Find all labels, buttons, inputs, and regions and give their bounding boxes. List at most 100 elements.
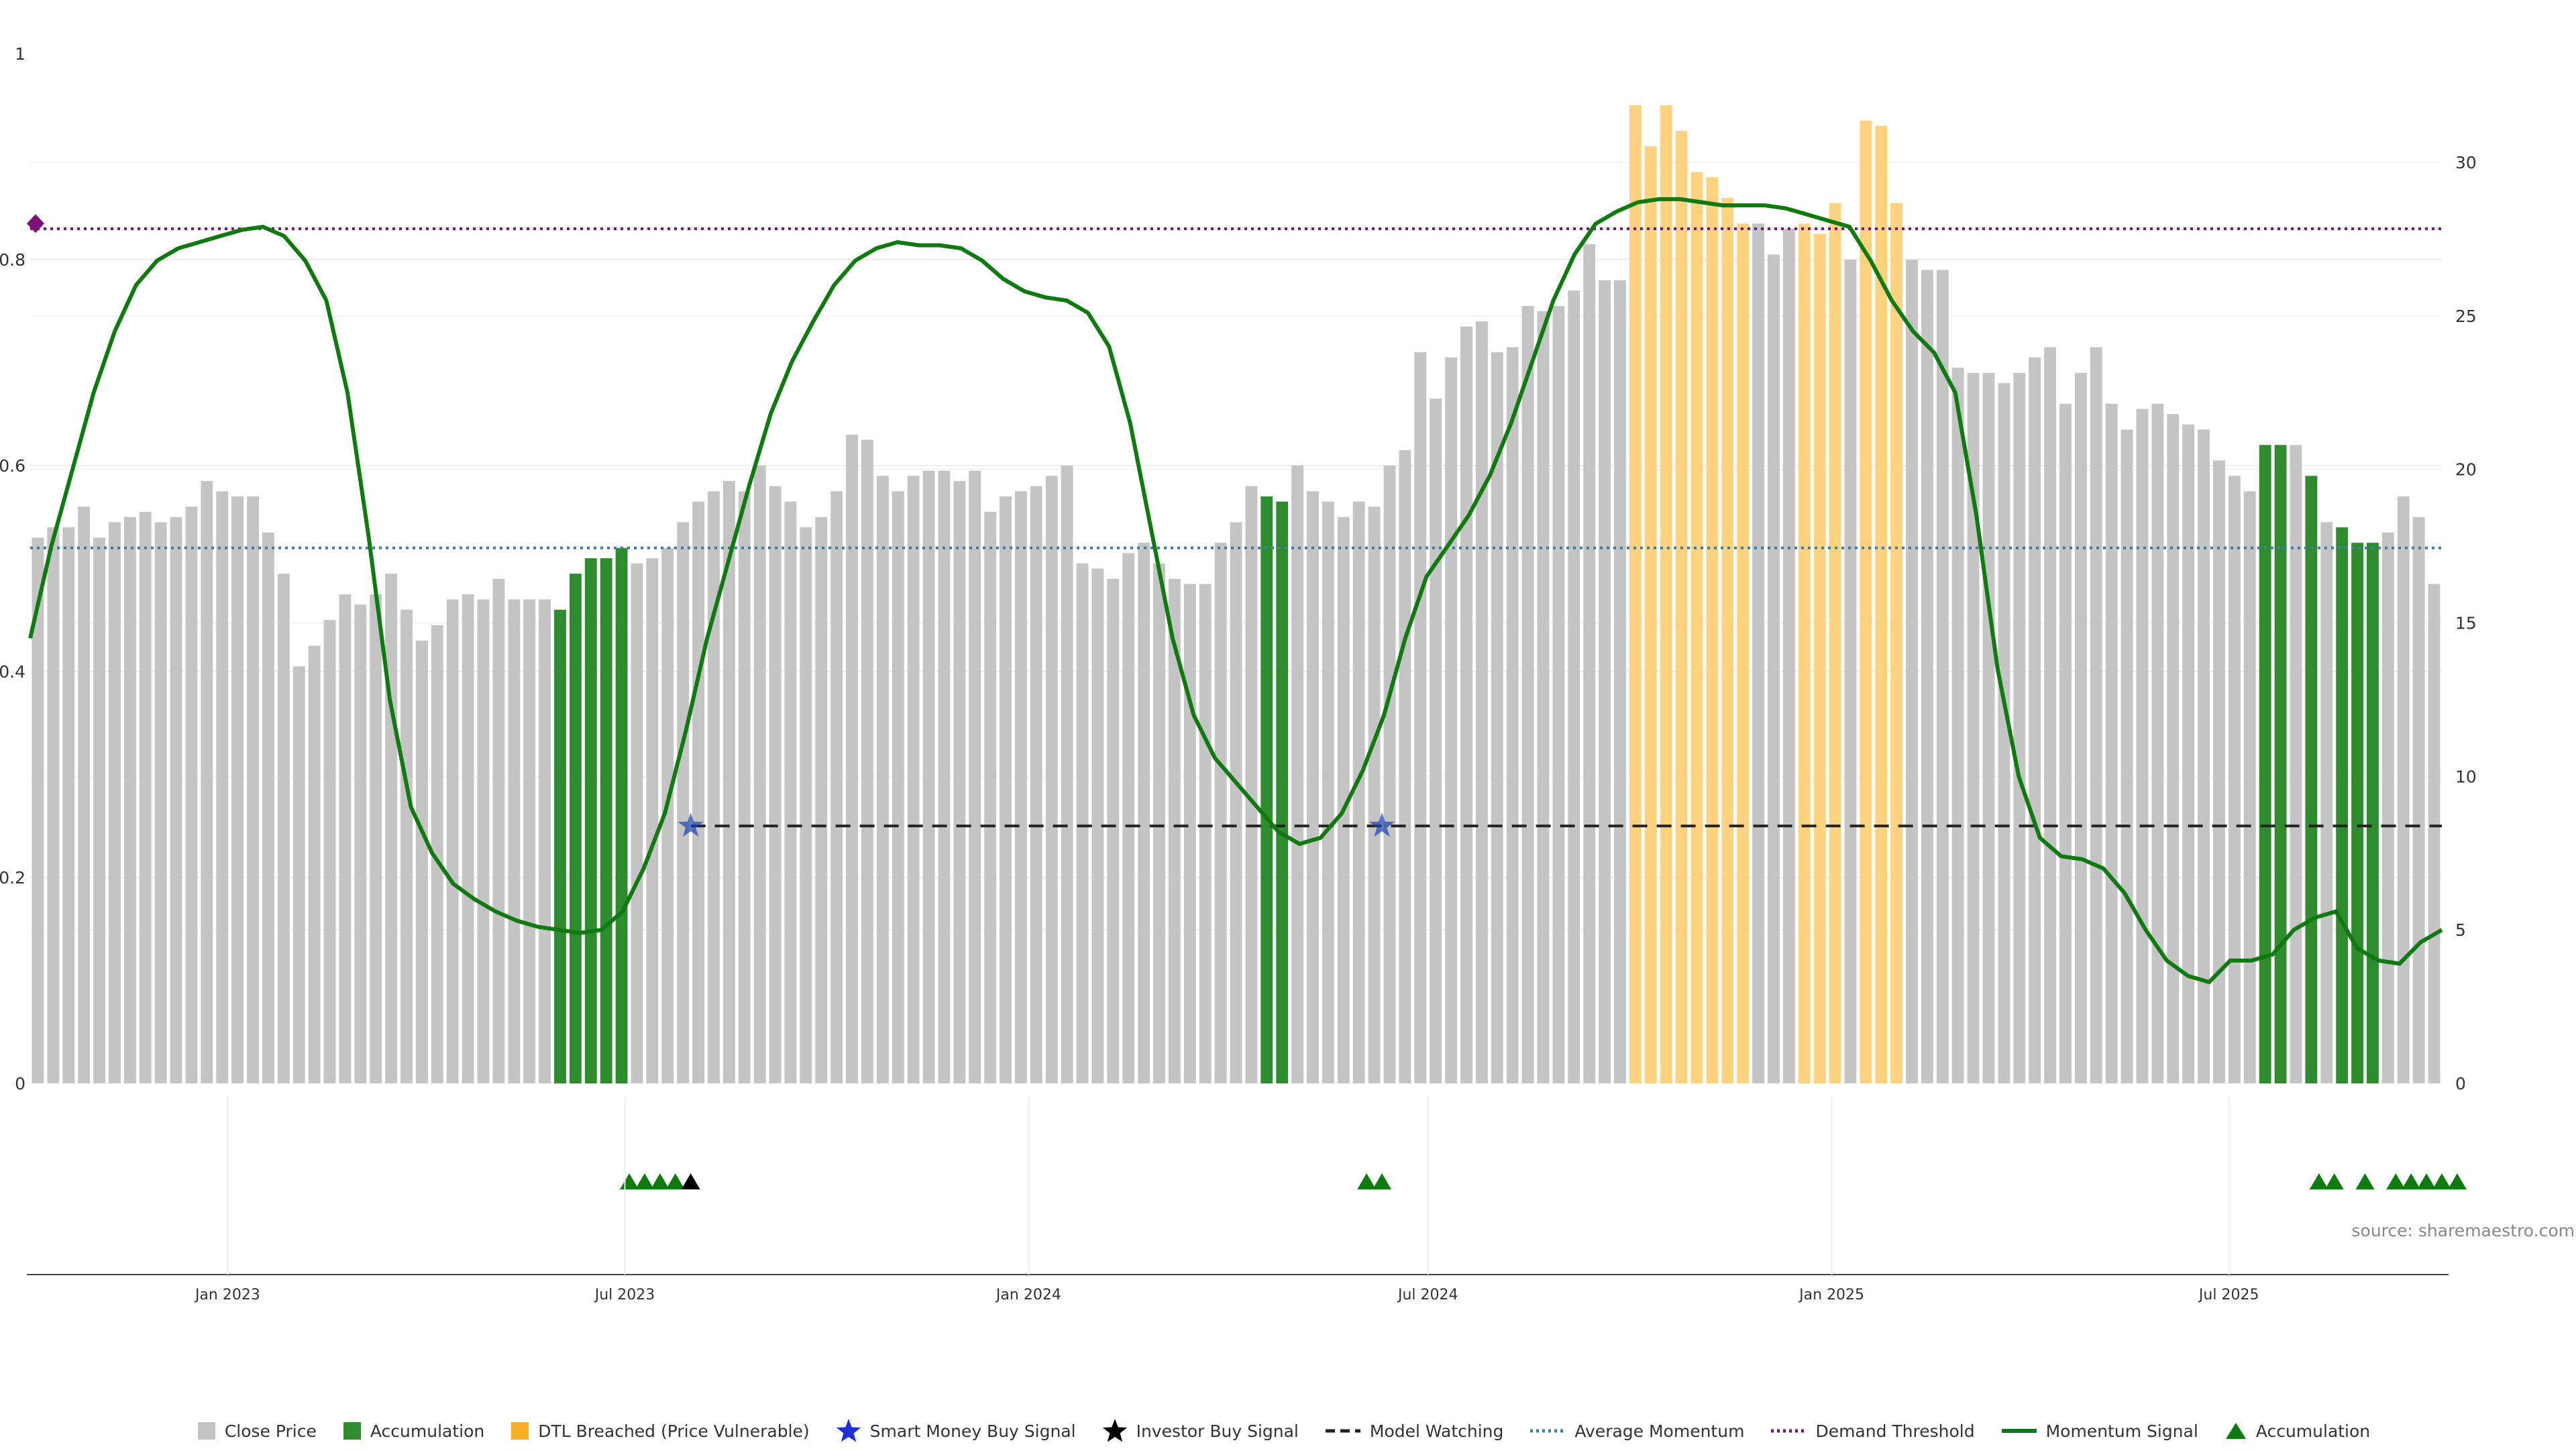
price-bar [216, 491, 229, 1083]
price-bar [1875, 125, 1888, 1084]
price-bar [277, 574, 290, 1083]
price-bar [2428, 584, 2440, 1083]
accumulation-triangle [1373, 1173, 1392, 1189]
green-line-icon [2000, 1424, 2038, 1438]
investor-buy-triangle [681, 1173, 700, 1189]
price-bar [139, 512, 152, 1083]
gray-square-icon [197, 1421, 217, 1441]
price-bar [477, 599, 490, 1083]
accumulation-triangle [665, 1173, 685, 1189]
price-bar [1199, 584, 1212, 1083]
legend-label: Demand Threshold [1815, 1421, 1975, 1441]
legend-item: Accumulation [2224, 1421, 2370, 1441]
right-tick-label: 30 [2455, 153, 2477, 172]
price-bar [1352, 501, 1365, 1083]
price-bar [1675, 131, 1688, 1083]
price-bar [2151, 403, 2164, 1083]
price-bar [692, 501, 704, 1083]
price-bar [308, 645, 321, 1083]
price-bar [800, 527, 812, 1083]
legend-label: Close Price [224, 1421, 317, 1441]
price-bar [1752, 223, 1764, 1083]
yellow-square-icon [510, 1421, 530, 1441]
price-bar [1430, 398, 1442, 1083]
legend-label: Smart Money Buy Signal [869, 1421, 1076, 1441]
blue-star-icon [835, 1417, 862, 1444]
price-bar [2198, 429, 2210, 1083]
price-bar [93, 537, 105, 1083]
price-bar [1307, 491, 1319, 1083]
price-bar [2121, 429, 2133, 1083]
reference-lines [30, 227, 2442, 828]
legend-label: Accumulation [2255, 1421, 2371, 1441]
x-tick-label: Jan 2024 [995, 1287, 1061, 1303]
price-bar [2320, 522, 2333, 1083]
price-bars [32, 105, 2440, 1084]
price-bar [292, 666, 305, 1083]
price-bar [554, 609, 566, 1083]
source-label: source: sharemaestro.com [2352, 1221, 2575, 1240]
price-bar [1014, 491, 1027, 1083]
price-bar [1844, 260, 1857, 1083]
price-bar [2243, 491, 2256, 1083]
legend: Close Price Accumulation DTL Breached (Pri… [0, 1414, 2576, 1448]
left-tick-label: 0.8 [0, 250, 25, 270]
price-bar [492, 578, 505, 1083]
price-bar [1644, 146, 1657, 1083]
x-tick-label: Jan 2025 [1798, 1287, 1864, 1303]
price-bar [400, 609, 413, 1083]
price-bar [2336, 527, 2349, 1083]
price-bar [1614, 280, 1626, 1084]
price-bar [1982, 372, 1995, 1083]
price-bar [508, 599, 521, 1083]
price-bar [1737, 223, 1750, 1083]
momentum-signal-line [28, 197, 2443, 985]
signal-markers [27, 214, 1395, 837]
left-tick-label: 0.2 [0, 868, 25, 888]
accumulation-triangle [620, 1173, 639, 1189]
accumulation-triangle [2355, 1173, 2375, 1189]
price-bar [2059, 403, 2072, 1083]
price-bar [2074, 372, 2087, 1083]
price-bar [769, 486, 782, 1083]
price-bar [1721, 197, 1734, 1083]
price-bar [1829, 203, 1841, 1084]
legend-item: Model Watching [1324, 1421, 1503, 1441]
price-bar [1445, 357, 1458, 1084]
x-tick-label: Jul 2025 [2198, 1287, 2259, 1303]
price-bar [2305, 476, 2318, 1083]
price-bar [2397, 496, 2410, 1083]
price-bar [1521, 306, 1534, 1084]
price-bar [1921, 270, 1933, 1084]
price-bar [722, 481, 735, 1083]
price-bar [2274, 445, 2287, 1083]
legend-label: Momentum Signal [2045, 1421, 2198, 1441]
accumulation-triangle [2324, 1173, 2344, 1189]
accumulation-triangles [620, 1173, 2467, 1189]
legend-item: Demand Threshold [1770, 1421, 1975, 1441]
price-bar [2228, 476, 2241, 1083]
price-bar [2381, 532, 2394, 1083]
price-bar [1091, 568, 1104, 1083]
accumulation-triangle [2386, 1173, 2406, 1189]
price-bar [1414, 352, 1427, 1083]
price-bar [1183, 584, 1196, 1083]
price-bar [861, 439, 873, 1083]
price-bar [1322, 501, 1334, 1083]
accumulation-triangle [2417, 1173, 2436, 1189]
price-bar [1168, 578, 1181, 1083]
price-bar [1813, 233, 1826, 1083]
price-bar [339, 594, 352, 1083]
price-bar [1951, 368, 1964, 1083]
price-bar [462, 594, 474, 1083]
price-bar [154, 522, 167, 1083]
price-bar [1568, 290, 1580, 1083]
price-bar [1552, 306, 1565, 1084]
price-bar [109, 522, 121, 1083]
price-bar [523, 599, 536, 1083]
accumulation-triangle [2402, 1173, 2421, 1189]
price-bar [539, 599, 551, 1083]
price-bar [1998, 383, 2010, 1084]
price-bar [708, 491, 720, 1083]
price-bar [631, 563, 643, 1083]
